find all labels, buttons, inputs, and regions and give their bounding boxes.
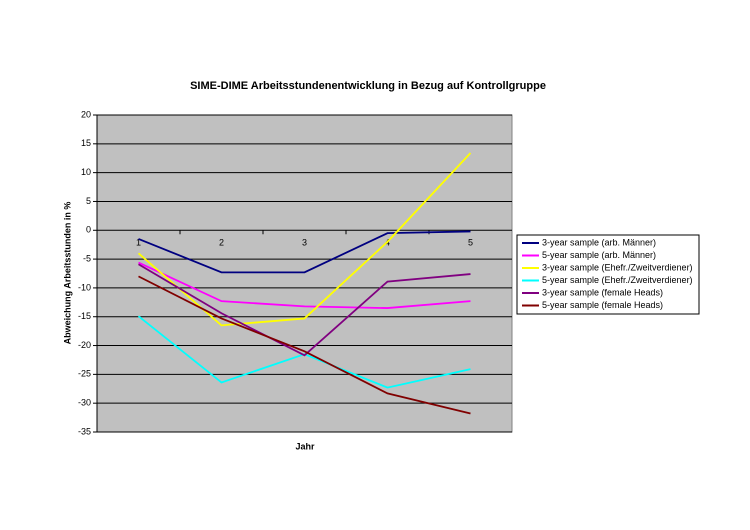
y-tick-label: -20 bbox=[78, 340, 91, 350]
legend-label: 3-year sample (female Heads) bbox=[542, 287, 663, 297]
legend-label: 5-year sample (Ehefr./Zweitverdiener) bbox=[542, 275, 693, 285]
y-tick-label: -15 bbox=[78, 311, 91, 321]
legend-label: 5-year sample (female Heads) bbox=[542, 300, 663, 310]
y-tick-label: 20 bbox=[81, 109, 91, 119]
line-series bbox=[137, 152, 472, 327]
line-series bbox=[138, 275, 471, 415]
y-tick-label: 0 bbox=[86, 225, 91, 235]
legend-label: 5-year sample (arb. Männer) bbox=[542, 250, 656, 260]
line-series bbox=[138, 261, 471, 309]
y-axis-title: Abweichung Arbeitsstunden in % bbox=[62, 202, 72, 345]
y-tick-label: 15 bbox=[81, 138, 91, 148]
legend-box bbox=[516, 234, 700, 315]
x-tick-label: 2 bbox=[219, 238, 224, 248]
x-tick-label: 3 bbox=[302, 238, 307, 248]
y-tick-label: -10 bbox=[78, 282, 91, 292]
y-tick-label: -35 bbox=[78, 426, 91, 436]
y-tick-label: -30 bbox=[78, 398, 91, 408]
line-series bbox=[138, 230, 471, 274]
legend-label: 3-year sample (Ehefr./Zweitverdiener) bbox=[542, 262, 693, 272]
x-tick-label: 1 bbox=[136, 238, 141, 248]
plot-area bbox=[96, 114, 513, 433]
y-tick-label: -25 bbox=[78, 369, 91, 379]
y-tick-label: -5 bbox=[83, 253, 91, 263]
legend-label: 3-year sample (arb. Männer) bbox=[542, 237, 656, 247]
y-tick-label: 5 bbox=[86, 196, 91, 206]
x-axis-title: Jahr bbox=[295, 441, 315, 451]
y-tick-label: 10 bbox=[81, 167, 91, 177]
chart-title: SIME-DIME Arbeitsstundenentwicklung in B… bbox=[190, 80, 546, 92]
line-series bbox=[138, 263, 471, 357]
x-tick-label: 5 bbox=[468, 238, 473, 248]
